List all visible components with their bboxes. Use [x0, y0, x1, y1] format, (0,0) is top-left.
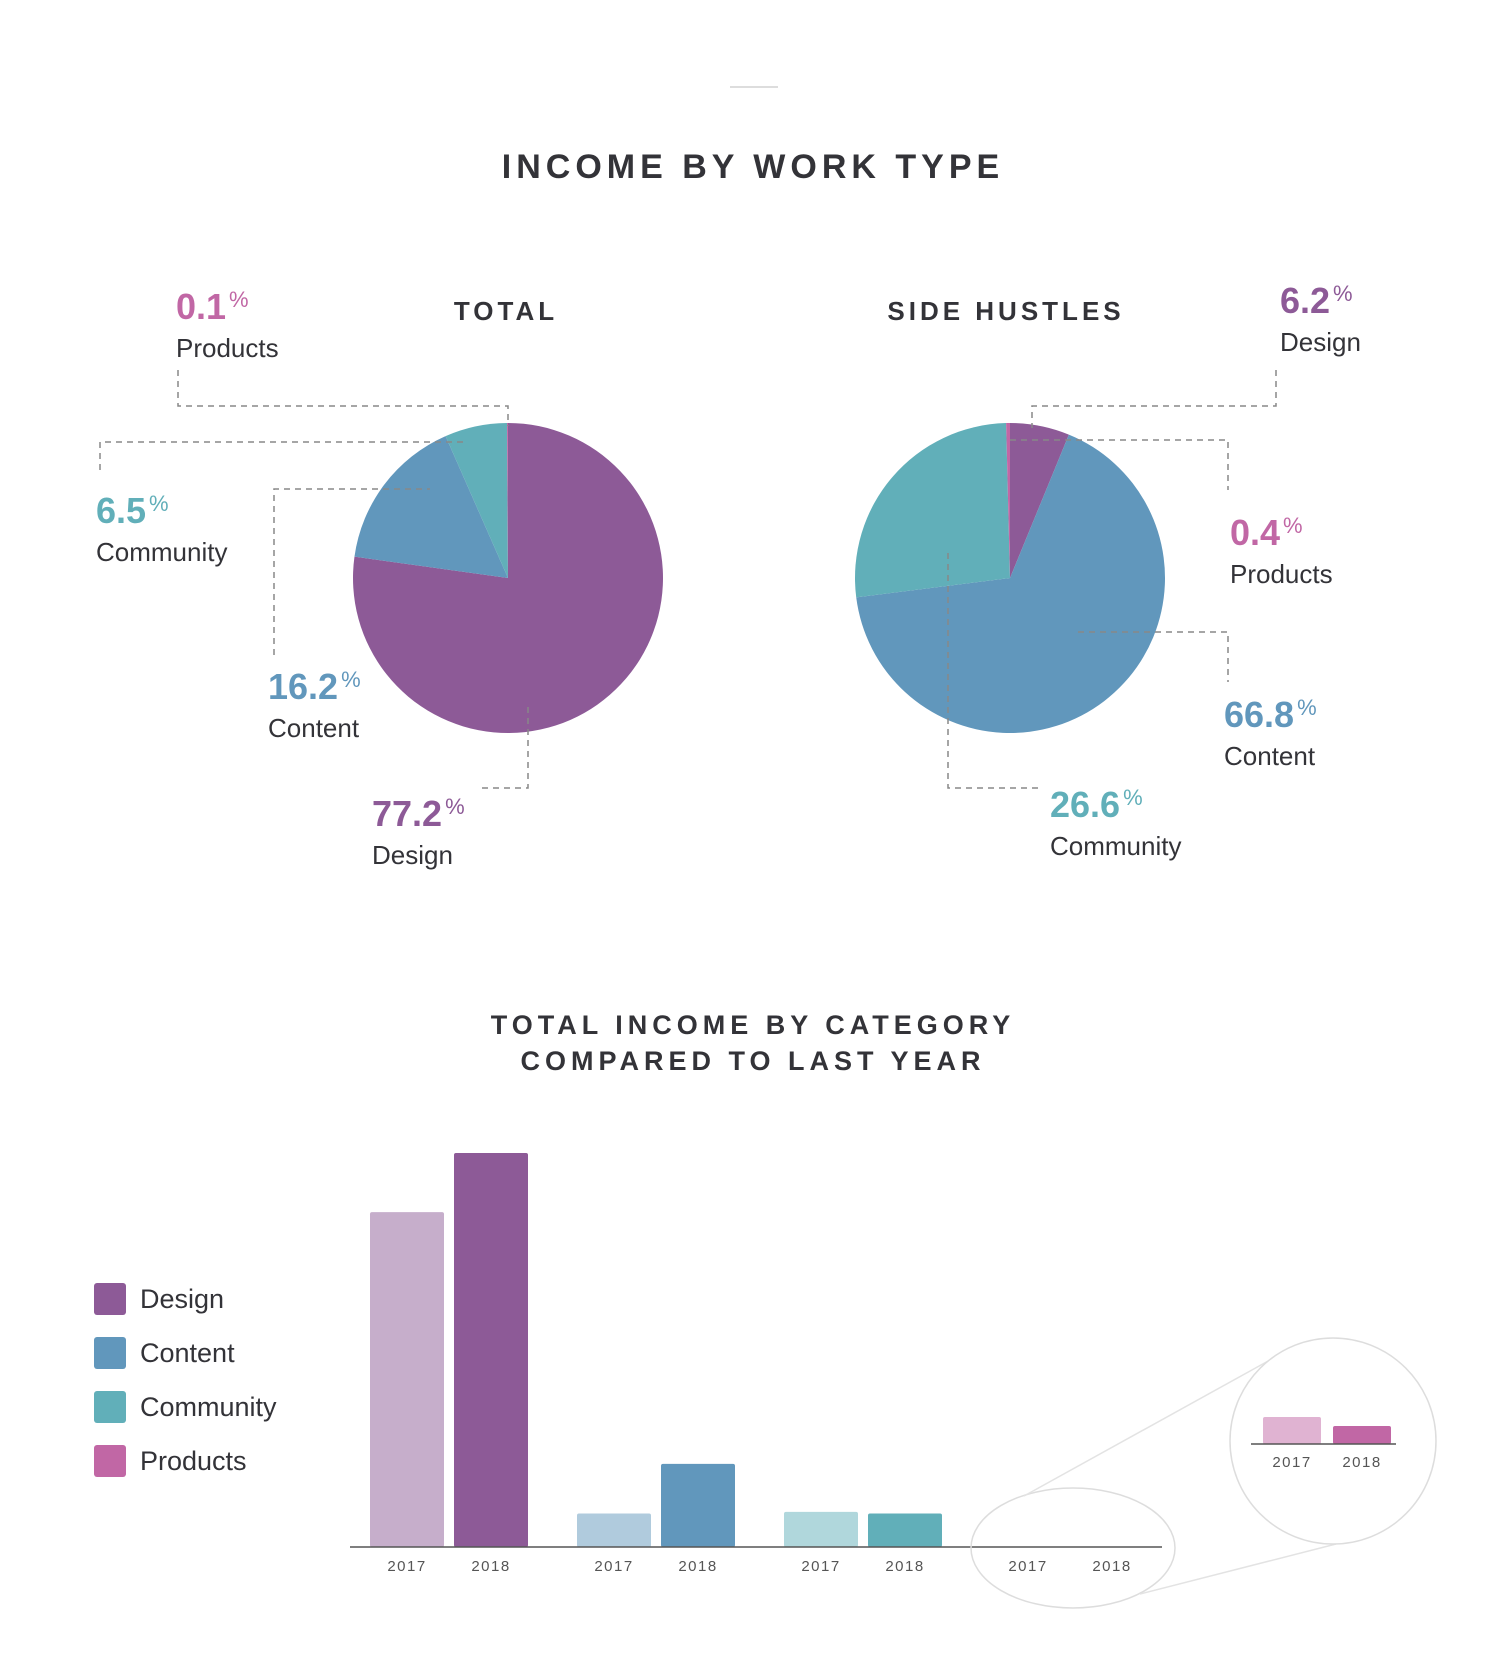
- legend-item-products: Products: [94, 1434, 277, 1488]
- pie-right-group-slice-community: [855, 423, 1010, 598]
- legend-item-design: Design: [94, 1272, 277, 1326]
- callout-side-products-value: 0.4: [1230, 512, 1281, 553]
- pie-total-title: TOTAL: [453, 296, 559, 326]
- callout-leader-lines: [99, 370, 1277, 789]
- callout-total-content-value: 16.2: [268, 666, 339, 707]
- percent-sign: %: [229, 287, 249, 312]
- callout-side-products-label: Products: [1230, 559, 1333, 589]
- percent-sign: %: [1297, 695, 1317, 720]
- leader-side-content: [1078, 631, 1229, 682]
- leader-side-community: [947, 550, 1038, 789]
- callout-side-community-label: Community: [1050, 831, 1182, 861]
- percent-sign: %: [1333, 281, 1353, 306]
- callout-total-community-label: Community: [96, 537, 228, 567]
- zoom-connector-bottom: [1139, 1543, 1337, 1595]
- bar-community-2017: [784, 1511, 858, 1547]
- callout-side-content-value: 66.8: [1224, 694, 1295, 735]
- legend-item-content: Content: [94, 1326, 277, 1380]
- pie-left-group-slice-products: [507, 423, 508, 578]
- percent-sign: %: [149, 491, 169, 516]
- pie-side-hustles-title: SIDE HUSTLES: [887, 296, 1125, 326]
- inset-bar-products-2018: [1333, 1426, 1391, 1444]
- tick-label-content-2017: 2017: [594, 1558, 633, 1575]
- callout-side-content-label: Content: [1224, 741, 1316, 771]
- page-title: INCOME BY WORK TYPE: [501, 148, 1005, 186]
- bar-chart-title: TOTAL INCOME BY CATEGORY COMPARED TO LAS…: [0, 1007, 1506, 1079]
- callout-side-content: 66.8% Content: [1224, 688, 1317, 773]
- callout-side-community-value: 26.6: [1050, 784, 1121, 825]
- leader-total-content: [273, 488, 430, 655]
- bar-chart-title-line1: TOTAL INCOME BY CATEGORY: [490, 1010, 1016, 1040]
- inset-bar-products-2017: [1263, 1417, 1321, 1444]
- pie-left-group-slice-content: [354, 436, 508, 578]
- bar-community-2018: [868, 1513, 942, 1547]
- products-zoom-inset: 2017 2018: [970, 1337, 1437, 1609]
- legend-label-content: Content: [140, 1337, 235, 1368]
- legend: Design Content Community Products: [94, 1272, 277, 1488]
- callout-total-community-value: 6.5: [96, 490, 147, 531]
- legend-label-community: Community: [140, 1391, 277, 1422]
- tick-label-products-2018: 2018: [1092, 1558, 1131, 1575]
- pie-left-group-slice-community: [445, 423, 508, 578]
- tick-label-design-2018: 2018: [471, 1558, 510, 1575]
- legend-swatch-design: [94, 1283, 126, 1315]
- legend-label-design: Design: [140, 1283, 225, 1314]
- leader-total-products: [177, 370, 509, 426]
- callout-side-design: 6.2% Design: [1280, 274, 1361, 359]
- callout-side-community: 26.6% Community: [1050, 778, 1181, 863]
- pie-side-hustles: [855, 423, 1165, 734]
- percent-sign: %: [1123, 785, 1143, 810]
- zoom-connector-top: [1023, 1359, 1271, 1497]
- leader-total-design: [482, 705, 529, 789]
- legend-item-community: Community: [94, 1380, 277, 1434]
- inset-tick-label-2017: 2017: [1272, 1454, 1311, 1471]
- legend-label-products: Products: [140, 1445, 247, 1476]
- zoom-source-ellipse: [970, 1487, 1176, 1609]
- callout-total-content-label: Content: [268, 713, 360, 743]
- callout-total-products-value: 0.1: [176, 286, 227, 327]
- callout-total-products-label: Products: [176, 333, 279, 363]
- tick-label-content-2018: 2018: [678, 1558, 717, 1575]
- tick-label-community-2018: 2018: [885, 1558, 924, 1575]
- bar-chart: 2017 2018 2017 2018 2017 2018 2017 2018: [350, 1153, 1162, 1575]
- callout-total-content: 16.2% Content: [268, 660, 361, 745]
- tick-label-products-2017: 2017: [1008, 1558, 1047, 1575]
- bar-design-2017: [370, 1212, 444, 1547]
- callout-total-design-label: Design: [372, 840, 453, 870]
- leader-total-community: [99, 441, 464, 470]
- pie-total: [353, 423, 663, 733]
- callout-total-community: 6.5% Community: [96, 484, 227, 569]
- callout-total-products: 0.1% Products: [176, 280, 279, 365]
- bar-design-2018: [454, 1153, 528, 1547]
- bar-content-2018: [661, 1463, 735, 1547]
- callout-side-products: 0.4% Products: [1230, 506, 1333, 591]
- percent-sign: %: [1283, 513, 1303, 538]
- top-divider: [730, 86, 778, 88]
- legend-swatch-content: [94, 1337, 126, 1369]
- callout-side-design-label: Design: [1280, 327, 1361, 357]
- callout-total-design: 77.2% Design: [372, 787, 465, 872]
- inset-tick-label-2018: 2018: [1342, 1454, 1381, 1471]
- bar-chart-title-line2: COMPARED TO LAST YEAR: [520, 1046, 986, 1076]
- legend-swatch-products: [94, 1445, 126, 1477]
- bar-content-2017: [577, 1513, 651, 1547]
- percent-sign: %: [445, 794, 465, 819]
- tick-label-community-2017: 2017: [801, 1558, 840, 1575]
- callout-side-design-value: 6.2: [1280, 280, 1331, 321]
- percent-sign: %: [341, 667, 361, 692]
- tick-label-design-2017: 2017: [387, 1558, 426, 1575]
- pie-right-group-slice-content: [856, 434, 1165, 734]
- pie-right-group-slice-design: [1010, 423, 1069, 578]
- pie-right-group-slice-products: [1006, 423, 1010, 578]
- leader-side-design: [1031, 370, 1277, 428]
- legend-swatch-community: [94, 1391, 126, 1423]
- callout-total-design-value: 77.2: [372, 793, 443, 834]
